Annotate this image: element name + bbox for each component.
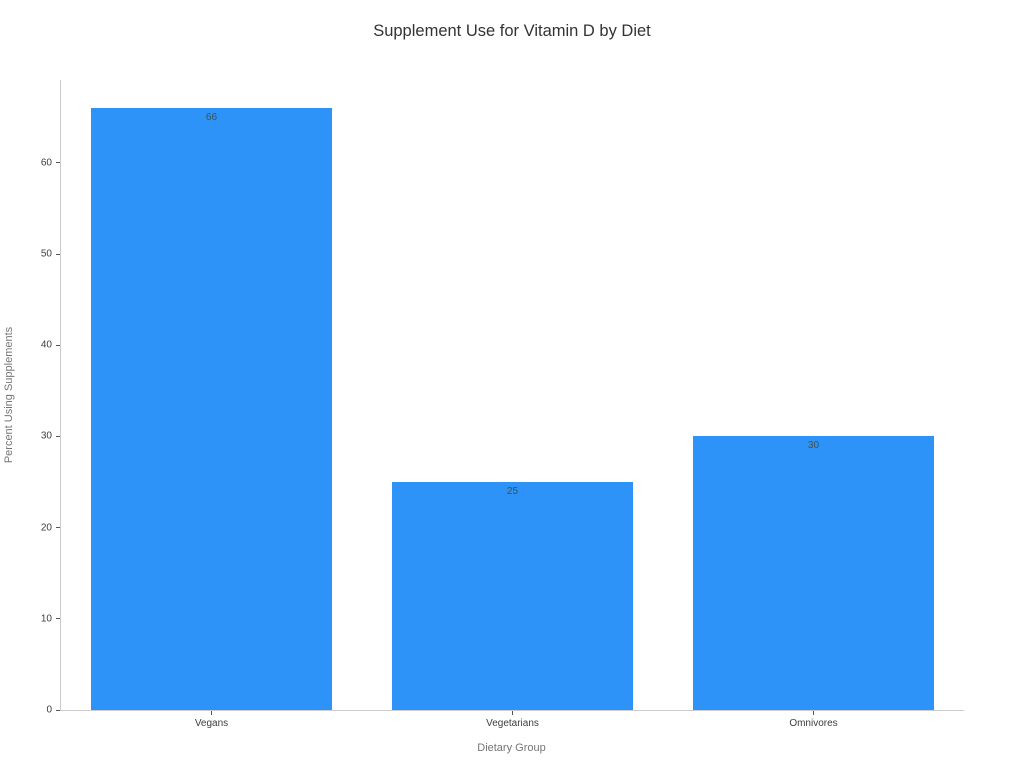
y-tick-mark <box>56 618 60 620</box>
bar-omnivores: 30 <box>693 436 934 710</box>
x-tick-mark <box>512 711 513 715</box>
y-tick-label: 20 <box>40 522 52 534</box>
y-tick-mark <box>56 162 60 164</box>
x-tick-mark <box>211 711 212 715</box>
x-tick-label-vegetarians: Vegetarians <box>486 718 539 729</box>
y-tick-label: 0 <box>46 704 52 716</box>
bar-value-label: 66 <box>205 112 218 124</box>
y-tick-mark <box>56 344 60 346</box>
y-tick-label: 60 <box>40 157 52 169</box>
x-tick-mark <box>813 711 814 715</box>
y-tick-mark <box>56 709 60 711</box>
x-tick-label-omnivores: Omnivores <box>789 718 838 729</box>
y-tick-mark <box>56 253 60 255</box>
x-tick-label-vegans: Vegans <box>194 718 229 729</box>
y-tick-mark <box>56 527 60 529</box>
x-axis-title: Dietary Group <box>477 742 546 754</box>
bar-vegetarians: 25 <box>392 482 633 710</box>
bar-value-label: 30 <box>807 440 820 452</box>
y-axis-title: Percent Using Supplements <box>3 326 15 464</box>
y-tick-label: 30 <box>40 430 52 442</box>
plot-area: 0 10 20 30 40 50 60 66 Vegans 25 Vegetarians 30 Omni… <box>41 80 964 729</box>
y-tick-label: 40 <box>40 339 52 351</box>
bar-value-label: 25 <box>506 486 519 498</box>
y-tick-label: 10 <box>40 613 52 625</box>
y-tick-mark <box>56 435 60 437</box>
bar-vegans: 66 <box>91 108 332 710</box>
y-tick-label: 50 <box>40 248 52 260</box>
chart-title: Supplement Use for Vitamin D by Diet <box>373 22 651 40</box>
